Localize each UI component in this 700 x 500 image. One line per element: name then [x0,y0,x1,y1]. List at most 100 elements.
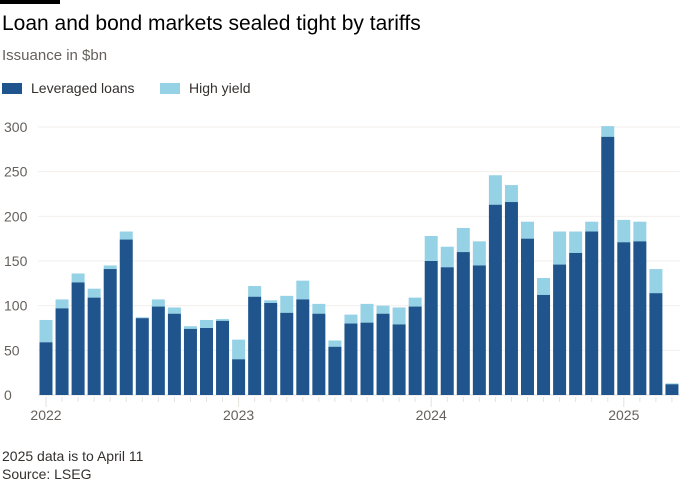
bar-leveraged-loans [392,324,406,395]
bar-high-yield [55,299,69,309]
bar-high-yield [264,300,278,303]
bar-leveraged-loans [216,320,230,395]
bar-leveraged-loans [360,322,374,395]
bar-high-yield [87,288,101,298]
bar-high-yield [376,305,390,314]
bar-high-yield [151,299,165,307]
legend-swatch-high-yield [160,82,180,94]
bar-leveraged-loans [633,241,647,395]
y-tick-label: 250 [4,164,28,180]
bar-leveraged-loans [553,264,567,395]
legend-label-loans: Leveraged loans [31,80,135,96]
bar-leveraged-loans [55,308,69,395]
bar-high-yield [135,317,149,319]
bar-high-yield [456,227,470,253]
bar-leveraged-loans [617,242,631,395]
y-tick-label: 100 [4,298,28,314]
bar-high-yield [360,303,374,323]
bar-high-yield [248,286,262,297]
bar-high-yield [344,314,358,324]
x-tick-label: 2022 [30,407,61,423]
bar-high-yield [665,383,679,385]
bar-leveraged-loans [135,318,149,395]
bar-high-yield [296,280,310,300]
x-tick-label: 2023 [223,407,254,423]
chart-source: Source: LSEG [2,466,92,482]
bar-high-yield [569,231,583,253]
bar-high-yield [119,231,133,240]
y-tick-label: 50 [4,342,20,358]
x-tick-label: 2025 [608,407,639,423]
legend-item-high-yield: High yield [160,80,250,96]
bar-leveraged-loans [312,313,326,395]
bar-leveraged-loans [200,328,213,395]
bar-high-yield [521,221,534,239]
bar-leveraged-loans [376,313,390,395]
bar-high-yield [601,126,615,137]
bar-leveraged-loans [601,136,615,395]
bar-high-yield [649,269,663,294]
bar-high-yield [440,246,454,268]
bar-leveraged-loans [119,239,133,395]
bar-high-yield [504,185,518,203]
bar-high-yield [408,297,422,307]
chart-title: Loan and bond markets sealed tight by ta… [2,12,421,35]
bar-high-yield [39,319,53,343]
bar-high-yield [103,265,117,270]
bar-leveraged-loans [521,238,534,395]
chart-subtitle: Issuance in $bn [2,47,108,64]
bar-leveraged-loans [103,269,117,395]
bar-leveraged-loans [264,302,278,395]
bar-leveraged-loans [665,384,679,395]
bar-leveraged-loans [280,312,294,395]
legend-swatch-loans [2,82,22,94]
bar-leveraged-loans [167,313,181,395]
bar-high-yield [216,319,230,321]
bar-leveraged-loans [649,293,663,395]
bar-leveraged-loans [39,342,53,395]
bar-high-yield [472,241,486,266]
bar-high-yield [617,219,631,243]
bar-leveraged-loans [440,267,454,395]
chart-note: 2025 data is to April 11 [2,448,144,464]
bar-high-yield [71,273,85,283]
bar-leveraged-loans [537,294,551,395]
bar-leveraged-loans [248,296,262,395]
y-tick-label: 0 [4,387,12,403]
y-tick-label: 300 [4,119,28,135]
bar-leveraged-loans [456,252,470,395]
brand-bar [0,0,60,4]
y-tick-label: 150 [4,253,28,269]
bar-high-yield [200,319,213,328]
bar-leveraged-loans [296,299,310,395]
bar-leveraged-loans [585,231,599,395]
bar-leveraged-loans [504,202,518,395]
bar-leveraged-loans [328,346,342,395]
bar-high-yield [312,303,326,314]
legend-label-high-yield: High yield [189,80,251,96]
bar-leveraged-loans [424,261,438,395]
bar-high-yield [232,339,246,360]
bar-leveraged-loans [232,359,246,395]
bar-high-yield [553,231,567,265]
bar-leveraged-loans [569,252,583,395]
bar-high-yield [328,340,342,347]
bar-high-yield [488,175,502,205]
bar-leveraged-loans [183,328,197,395]
bar-leveraged-loans [472,265,486,395]
bar-high-yield [280,295,294,313]
bar-high-yield [537,277,551,295]
y-tick-label: 200 [4,208,28,224]
bar-leveraged-loans [151,306,165,395]
bar-high-yield [167,307,181,314]
bar-high-yield [585,221,599,232]
bar-high-yield [424,235,438,261]
bar-leveraged-loans [87,297,101,395]
bar-high-yield [183,326,197,329]
bar-high-yield [633,221,647,242]
bar-high-yield [392,307,406,325]
bar-leveraged-loans [488,204,502,395]
bar-leveraged-loans [71,282,85,395]
